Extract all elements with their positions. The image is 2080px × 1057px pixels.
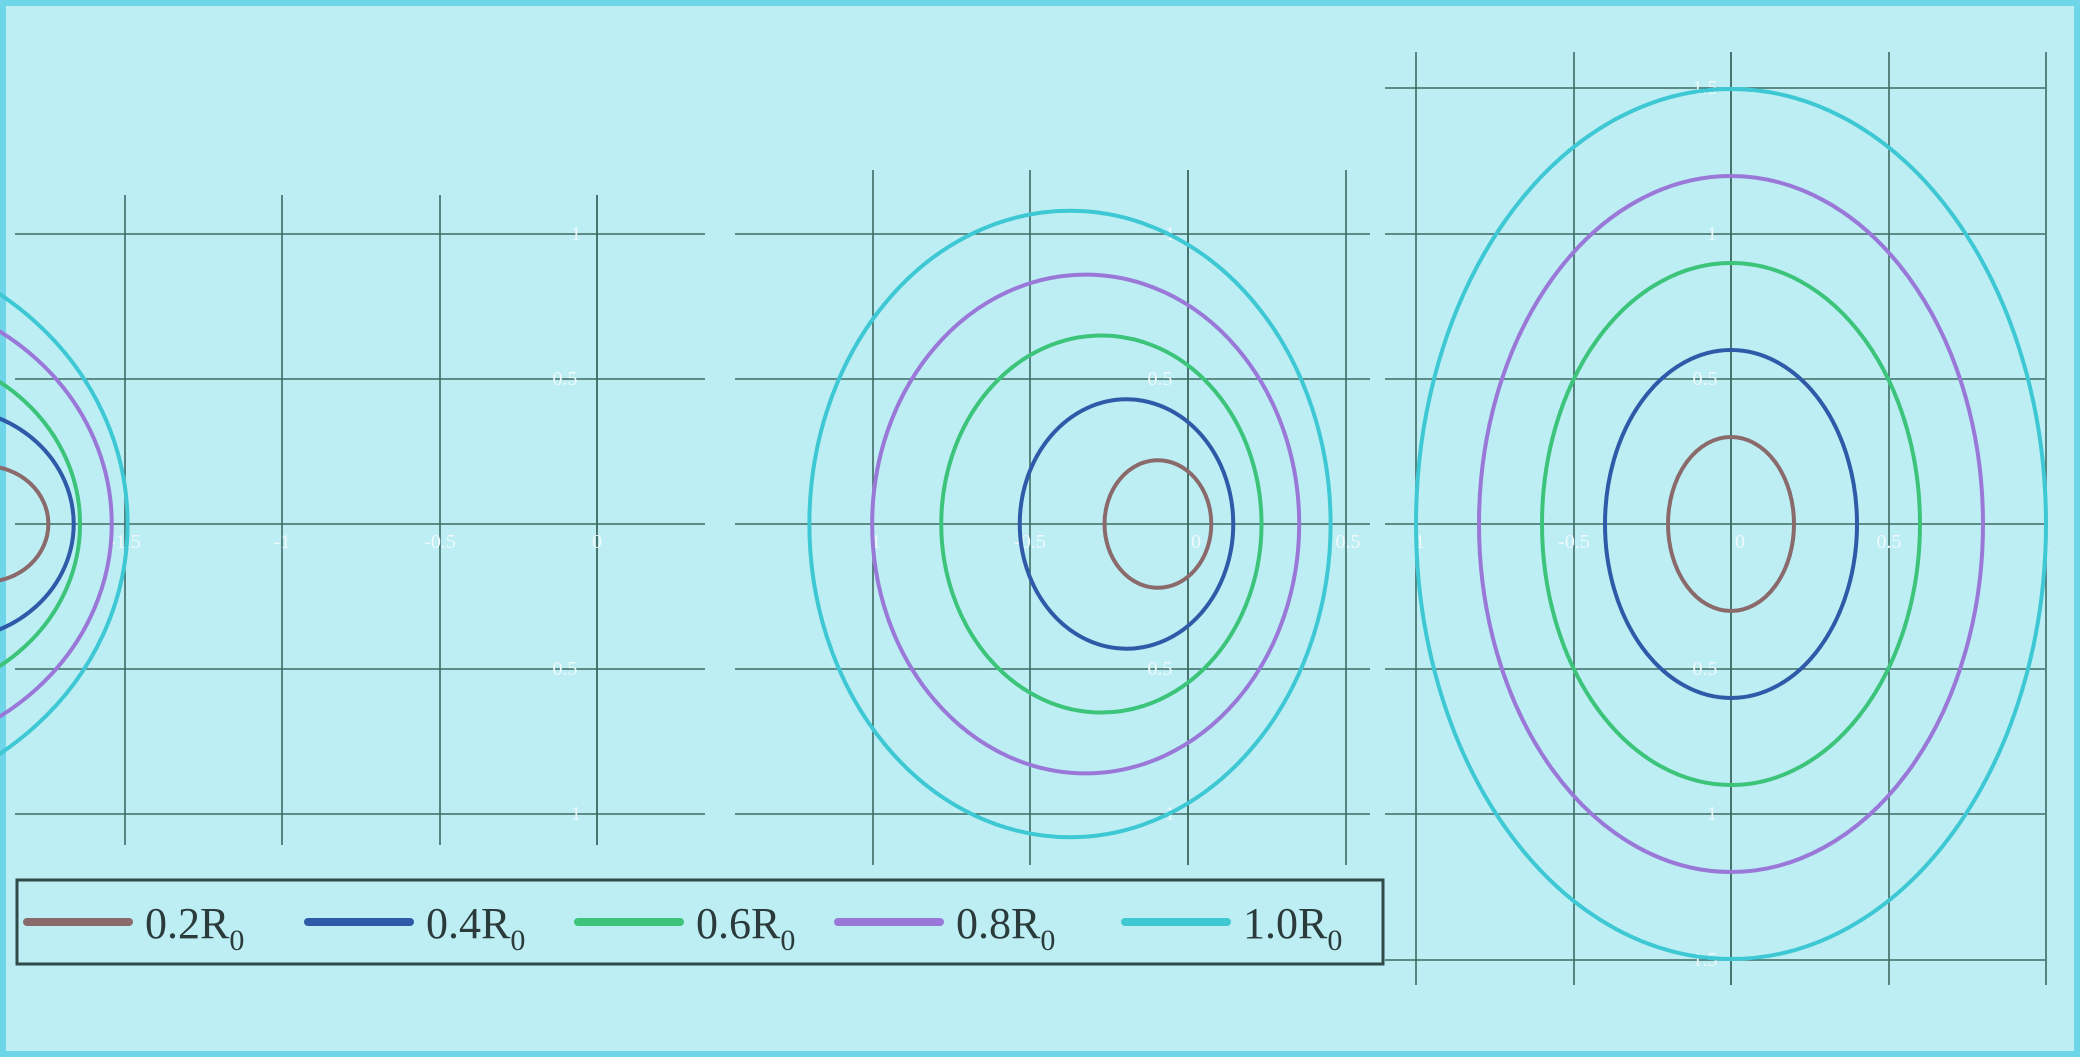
series-curve-0-8R0 [0, 329, 114, 719]
series-curve-0-6R0 [0, 379, 82, 669]
y-tick-label: 0.5 [1693, 658, 1718, 680]
series-curve-0-8R0 [1477, 174, 1985, 874]
series-curve-1-0R0 [1414, 87, 2048, 961]
legend-label-main: 0.2R [145, 899, 230, 948]
legend-label: 0.2R0 [145, 899, 244, 957]
legend-label: 0.4R0 [426, 899, 525, 957]
legend-label-main: 1.0R [1243, 899, 1328, 948]
legend-label: 0.8R0 [956, 899, 1055, 957]
y-tick-label: 1 [571, 803, 581, 825]
legend-label-subscript: 0 [1040, 924, 1055, 957]
x-tick-label: 0 [1191, 531, 1201, 553]
series-curve-0-2R0 [0, 465, 51, 583]
x-tick-label: -0.5 [424, 531, 456, 553]
chart-panel-1: -1.5 -1 -0.5 010.50.51 [0, 195, 705, 845]
legend-label-subscript: 0 [510, 924, 525, 957]
series-curve-0-4R0 [1603, 348, 1859, 700]
x-tick-label: 1 [1415, 531, 1425, 553]
legend-label-subscript: 0 [229, 924, 244, 957]
y-tick-label: 1 [1707, 223, 1717, 245]
series-curve-0-6R0 [1540, 261, 1922, 787]
x-tick-label: 0.5 [1877, 531, 1902, 553]
legend-label-main: 0.8R [956, 899, 1041, 948]
legend-label: 1.0R0 [1243, 899, 1342, 957]
series-curve-0-2R0 [1102, 458, 1214, 590]
x-tick-label: 0 [592, 531, 602, 553]
chart-panel-3: 1 -0.5 0 0.5 11.510.50.511.5 [1385, 52, 2051, 985]
y-tick-label: 1 [571, 223, 581, 245]
legend-label-main: 0.6R [696, 899, 781, 948]
x-tick-label: -1 [274, 531, 291, 553]
y-tick-label: 1.5 [1693, 949, 1718, 971]
legend-label: 0.6R0 [696, 899, 795, 957]
x-tick-label: 0.5 [1336, 531, 1361, 553]
y-tick-label: 0.5 [553, 368, 578, 390]
x-tick-label: 0 [1735, 531, 1745, 553]
series-curve-0-4R0 [0, 416, 76, 632]
y-tick-label: 0.5 [553, 658, 578, 680]
legend-label-main: 0.4R [426, 899, 511, 948]
legend: 0.2R0 0.4R0 0.6R0 0.8R0 1.0R0 [15, 878, 1385, 966]
series-curve-0-4R0 [1017, 397, 1236, 651]
y-tick-label: 1 [1707, 803, 1717, 825]
legend-label-subscript: 0 [1327, 924, 1342, 957]
y-tick-label: 0.5 [1148, 368, 1173, 390]
series-curve-0-2R0 [1666, 435, 1796, 613]
y-tick-label: 1.5 [1693, 77, 1718, 99]
y-tick-label: 0.5 [1693, 368, 1718, 390]
y-tick-label: 0.5 [1148, 658, 1173, 680]
x-tick-label: 1 [871, 531, 881, 553]
chart-panel-2: 1 -0.5 0 0.510.50.51 [735, 170, 1370, 865]
series-curve-0-8R0 [870, 272, 1302, 776]
series-curve-0-6R0 [939, 333, 1264, 715]
x-tick-label: -0.5 [1558, 531, 1590, 553]
legend-label-subscript: 0 [780, 924, 795, 957]
series-curve-1-0R0 [0, 292, 130, 756]
series-curve-1-0R0 [807, 208, 1333, 840]
